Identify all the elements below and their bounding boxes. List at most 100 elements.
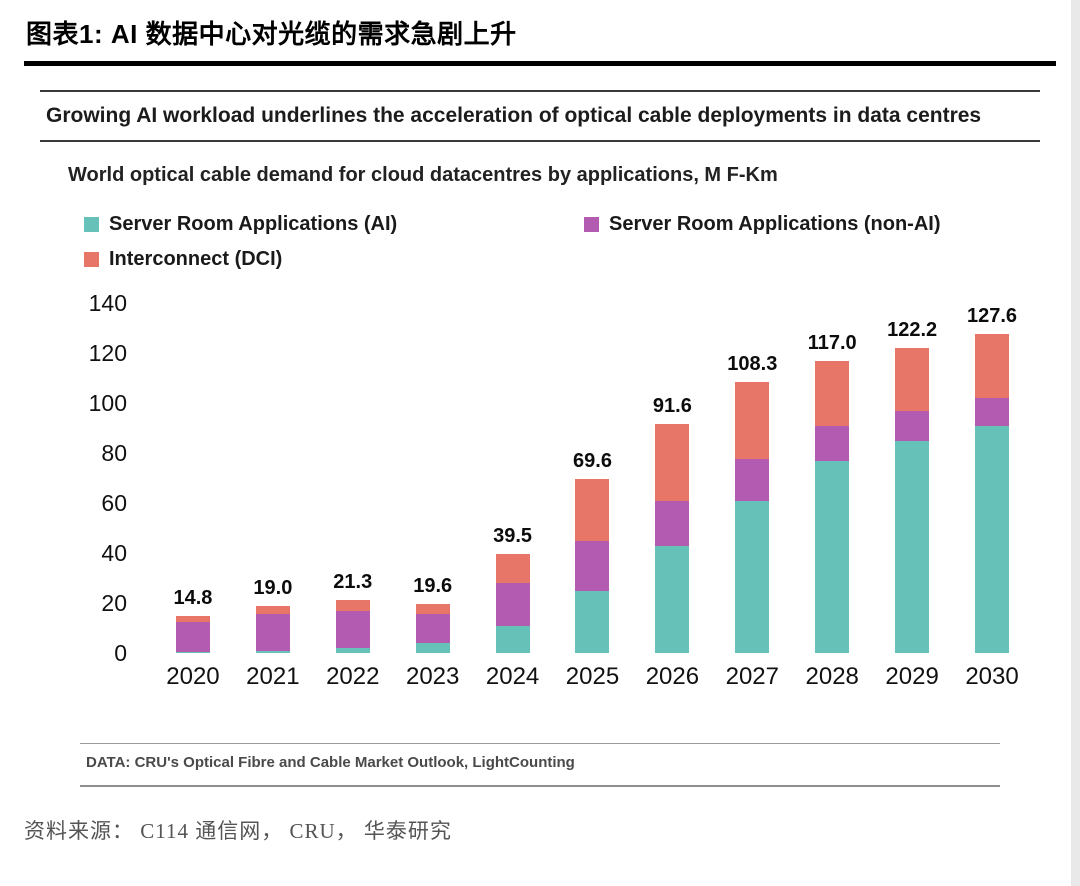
bar-total-label: 91.6: [652, 395, 692, 417]
chart-subtitle: World optical cable demand for cloud dat…: [68, 164, 778, 186]
y-tick-label: 80: [101, 440, 127, 466]
bar-segment: [815, 460, 850, 653]
bar-segment: [175, 622, 210, 652]
stacked-bar[interactable]: [735, 382, 770, 653]
bar-segment: [735, 500, 770, 653]
bar-segment: [495, 583, 530, 626]
bar-group: 108.3: [712, 353, 792, 653]
bar-segment: [815, 425, 850, 461]
bar-segment: [415, 614, 450, 643]
x-tick-label: 2021: [246, 663, 300, 690]
chart-title: Growing AI workload underlines the accel…: [40, 90, 1040, 142]
stacked-bar[interactable]: [335, 599, 370, 653]
stacked-bar[interactable]: [495, 554, 530, 653]
x-tick-label: 2022: [326, 663, 380, 690]
bar-segment: [575, 479, 610, 541]
chart-card: Growing AI workload underlines the accel…: [40, 90, 1040, 787]
chart-footnote: DATA: CRU's Optical Fibre and Cable Mark…: [80, 743, 1000, 787]
legend-label: Server Room Applications (non-AI): [609, 213, 941, 235]
x-tick-label: 2020: [166, 663, 220, 690]
page-title: 图表1: AI 数据中心对光缆的需求急剧上升: [26, 19, 517, 49]
bar-segment: [655, 500, 690, 546]
legend-label: Server Room Applications (AI): [109, 213, 398, 235]
stacked-bar[interactable]: [895, 347, 930, 653]
bar-segment: [895, 347, 930, 411]
bar-segment: [895, 440, 930, 653]
bar-segment: [735, 382, 770, 460]
bar-segment: [175, 651, 210, 653]
x-tick-label: 2023: [405, 663, 460, 690]
bar-segment: [895, 410, 930, 441]
bar-group: 19.6: [393, 575, 473, 653]
legend-swatch: [84, 252, 99, 267]
legend-label: Interconnect (DCI): [109, 248, 283, 270]
bar-segment: [975, 398, 1010, 426]
bar-total-label: 69.6: [573, 450, 612, 472]
page-header: 图表1: AI 数据中心对光缆的需求急剧上升: [0, 0, 1080, 51]
bar-segment: [335, 599, 370, 611]
x-tick-label: 2024: [485, 663, 540, 690]
bar-segment: [655, 545, 690, 653]
y-tick-label: 120: [88, 340, 127, 366]
bar-total-label: 108.3: [727, 353, 778, 376]
y-tick-label: 140: [88, 290, 127, 316]
bar-segment: [495, 625, 530, 653]
plot-area: 14.8 19.0 21.3 19.6 39.5 69.6 91.6 108.3 117.0 12…: [145, 303, 1040, 653]
bar-total-label: 19.6: [413, 575, 453, 597]
bar-total-label: 127.6: [966, 305, 1018, 327]
bar-segment: [975, 425, 1010, 653]
y-tick-label: 0: [114, 640, 127, 666]
bar-group: 19.0: [233, 576, 313, 653]
bar-group: 117.0: [792, 331, 872, 653]
bar-segment: [335, 610, 370, 648]
bar-group: 122.2: [872, 318, 952, 653]
legend-item[interactable]: Server Room Applications (AI): [84, 213, 584, 236]
bar-segment: [415, 643, 450, 653]
x-tick-label: 2025: [565, 663, 620, 690]
x-tick-label: 2030: [965, 663, 1019, 690]
title-divider: [24, 61, 1056, 66]
bar-group: 69.6: [553, 450, 633, 653]
bar-segment: [255, 614, 290, 651]
stacked-bar[interactable]: [415, 604, 450, 653]
bar-segment: [975, 334, 1010, 398]
y-tick-label: 20: [101, 590, 127, 616]
stacked-bar[interactable]: [975, 334, 1010, 653]
stacked-bar[interactable]: [255, 605, 290, 653]
bar-total-label: 122.2: [887, 318, 938, 341]
bar-segment: [175, 616, 210, 623]
legend-swatch: [584, 217, 599, 232]
stacked-bar[interactable]: [655, 424, 690, 653]
chart-legend: Server Room Applications (AI) Server Room…: [84, 213, 1040, 271]
bar-segment: [415, 604, 450, 615]
source-line: 资料来源： C114 通信网， CRU， 华泰研究: [24, 819, 452, 843]
bar-total-label: 19.0: [253, 576, 293, 599]
bar-segment: [655, 424, 690, 501]
bar-segment: [335, 648, 370, 653]
legend-item[interactable]: Interconnect (DCI): [84, 248, 584, 271]
stacked-bar[interactable]: [575, 479, 610, 653]
bar-group: 14.8: [153, 587, 233, 653]
bar-segment: [255, 650, 290, 653]
y-tick-label: 60: [101, 490, 127, 516]
stacked-bar[interactable]: [815, 360, 850, 653]
bar-group: 21.3: [313, 571, 393, 653]
legend-item[interactable]: Server Room Applications (non-AI): [584, 213, 1040, 236]
bar-total-label: 117.0: [807, 331, 857, 354]
x-tick-label: 2026: [645, 663, 700, 690]
stacked-bar[interactable]: [175, 616, 210, 653]
x-tick-label: 2028: [805, 663, 859, 690]
bar-segment: [575, 540, 610, 591]
x-tick-label: 2029: [885, 663, 939, 690]
bar-total-label: 39.5: [493, 525, 533, 548]
bar-segment: [575, 590, 610, 653]
bar-segment: [495, 554, 530, 583]
bar-group: 127.6: [952, 305, 1032, 653]
bar-group: 91.6: [632, 395, 712, 653]
y-axis: 0 20 40 60 80 100 120 140: [40, 290, 145, 666]
y-tick-label: 40: [101, 540, 127, 566]
bar-segment: [255, 605, 290, 615]
x-axis: 2020 2021 2022 2023 2024 2025 2026 2027 2028 2029…: [145, 663, 1040, 691]
chart-area: 0 20 40 60 80 100 120 140 14.8 19.0 21.3 19.6 39.5 6…: [40, 290, 1040, 666]
bar-segment: [735, 459, 770, 501]
